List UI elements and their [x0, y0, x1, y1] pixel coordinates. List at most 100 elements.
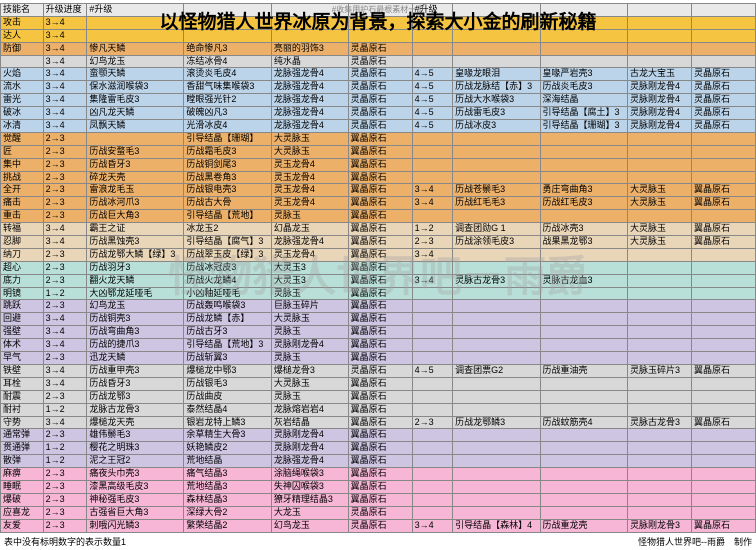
- table-cell: 灵晶原石: [348, 364, 412, 377]
- table-cell: 应喜龙: [1, 506, 44, 519]
- table-cell: [627, 145, 691, 158]
- table-cell: 历战红毛皮3: [540, 197, 627, 210]
- table-cell: 2→3: [43, 519, 87, 532]
- table-cell: 引导结晶【腐土】3: [540, 107, 627, 120]
- table-row: 麻痹2→3痛夜头巾壳3痛气结晶3涂脑绳喉袋3翼晶原石: [1, 468, 756, 481]
- table-cell: [691, 248, 755, 261]
- table-cell: [412, 300, 453, 313]
- table-cell: 体术: [1, 339, 44, 352]
- table-cell: [453, 442, 540, 455]
- table-cell: 爆槌龙天壳: [87, 416, 184, 429]
- table-cell: [691, 132, 755, 145]
- table-cell: 战果黑龙鄂3: [540, 236, 627, 249]
- table-row: 纳刀2→3历战龙鄂大鳞【绿】3历战翠玉皮【绿】3灵玉龙骨4翼晶原石3→4: [1, 248, 756, 261]
- table-cell: [540, 429, 627, 442]
- table-cell: [540, 210, 627, 223]
- table-row: 通常弹2→3雄伟鬃毛3余草精生大骨3灵脉刚龙骨4翼晶原石: [1, 429, 756, 442]
- table-cell: 历战曲皮: [184, 390, 271, 403]
- table-row: 早气2→3迅龙天鳞历战斩翼3灵脉玉翼晶原石: [1, 352, 756, 365]
- table-cell: [412, 339, 453, 352]
- table-cell: [627, 313, 691, 326]
- table-cell: [412, 171, 453, 184]
- table-cell: 大灵脉玉: [627, 184, 691, 197]
- table-cell: 2→3: [43, 480, 87, 493]
- table-cell: [453, 390, 540, 403]
- table-cell: 2→3: [43, 274, 87, 287]
- table-cell: 3→4: [412, 519, 453, 532]
- table-cell: [691, 326, 755, 339]
- table-cell: [691, 261, 755, 274]
- table-cell: [627, 300, 691, 313]
- table-cell: 灵脉玉: [271, 326, 348, 339]
- table-cell: 耐衬: [1, 403, 44, 416]
- table-cell: 深绿大骨2: [184, 506, 271, 519]
- table-row: 集中2→3历战昏牙3历战铜剑尾3灵玉龙骨4翼晶原石: [1, 158, 756, 171]
- table-cell: 翻火龙天鳞: [87, 274, 184, 287]
- table-cell: [412, 442, 453, 455]
- table-cell: 3→4: [412, 197, 453, 210]
- table-cell: 2→3: [43, 197, 87, 210]
- table-cell: [412, 390, 453, 403]
- table-cell: 历战冰冠皮3: [184, 261, 271, 274]
- table-cell: 翼晶原石: [348, 352, 412, 365]
- table-cell: 痛气结晶3: [184, 468, 271, 481]
- table-cell: 历战火龙鳞4: [184, 274, 271, 287]
- table-cell: 铁壁: [1, 364, 44, 377]
- table-cell: 翼晶原石: [691, 519, 755, 532]
- table-cell: 爆槌龙中鄂3: [184, 364, 271, 377]
- table-cell: [412, 287, 453, 300]
- table-cell: 龙脉强龙骨4: [271, 94, 348, 107]
- table-cell: 大灵脉玉: [271, 313, 348, 326]
- table-cell: 灵晶原石: [691, 120, 755, 133]
- table-cell: 历战昏牙3: [87, 377, 184, 390]
- table-cell: 繁荣结晶2: [184, 519, 271, 532]
- table-cell: 大灵脉玉: [271, 145, 348, 158]
- table-cell: 1→2: [43, 455, 87, 468]
- table-cell: 3→4: [43, 68, 87, 81]
- table-cell: 大灵脉玉: [627, 236, 691, 249]
- table-row: 破冰3→4凶凡龙天鳞破魄凶凡3龙脉强龙骨4灵晶原石4→5历战雷毛皮3引导结晶【腐…: [1, 107, 756, 120]
- table-cell: 翼晶原石: [348, 416, 412, 429]
- table-cell: [691, 352, 755, 365]
- table-cell: 绝命惨凡3: [184, 42, 271, 55]
- table-cell: [412, 261, 453, 274]
- table-row: 防御3→4惨凡天鳞绝命惨凡3亮丽的羽饰3灵晶原石: [1, 42, 756, 55]
- table-cell: [540, 468, 627, 481]
- table-cell: 历战炎毛皮3: [540, 81, 627, 94]
- table-cell: 耳栓: [1, 377, 44, 390]
- table-cell: 灵晶原石: [348, 120, 412, 133]
- table-cell: 引导结晶【荒地】: [184, 210, 271, 223]
- table-cell: 皇喙龙眼泪: [453, 68, 540, 81]
- table-row: 流水3→4保水滋润喉袋3香甜气味集喉袋3龙脉强龙骨4灵晶原石4→5历战龙脉结【赤…: [1, 81, 756, 94]
- table-cell: 2→3: [43, 158, 87, 171]
- table-cell: 4→5: [412, 120, 453, 133]
- table-cell: 小凶釉延哑毛: [184, 287, 271, 300]
- table-cell: 4→5: [412, 94, 453, 107]
- table-cell: 龙脉熔岩岩4: [271, 403, 348, 416]
- table-cell: 翼晶原石: [691, 223, 755, 236]
- table-cell: [540, 506, 627, 519]
- table-cell: 灵脉刚龙骨4: [627, 94, 691, 107]
- table-cell: [453, 506, 540, 519]
- table-cell: [412, 55, 453, 68]
- table-cell: 3→4: [43, 364, 87, 377]
- table-cell: 雷浪龙毛玉: [87, 184, 184, 197]
- table-cell: 历战古牙3: [184, 326, 271, 339]
- table-cell: 银岩龙特上鳞3: [184, 416, 271, 429]
- table-cell: 3→4: [43, 326, 87, 339]
- table-cell: [691, 480, 755, 493]
- table-cell: 翼晶原石: [348, 287, 412, 300]
- table-cell: [453, 339, 540, 352]
- table-cell: 明镜: [1, 287, 44, 300]
- table-cell: 历战轰鸣喉袋3: [184, 300, 271, 313]
- table-cell: 光滑冰皮4: [184, 120, 271, 133]
- table-cell: 翼晶原石: [348, 197, 412, 210]
- table-cell: 2→3: [43, 352, 87, 365]
- table-cell: 灵晶原石: [348, 81, 412, 94]
- table-cell: 历战龙鄂大鳞【绿】3: [87, 248, 184, 261]
- table-row: 守势3→4爆槌龙天壳银岩龙特上鳞3灰岩结晶翼晶原石2→3历战龙鄂鳞3历战蚊筋壳4…: [1, 416, 756, 429]
- table-cell: [691, 506, 755, 519]
- table-cell: [627, 352, 691, 365]
- table-cell: 妖艳鳞皮2: [184, 442, 271, 455]
- table-cell: 皇喙严岩壳3: [540, 68, 627, 81]
